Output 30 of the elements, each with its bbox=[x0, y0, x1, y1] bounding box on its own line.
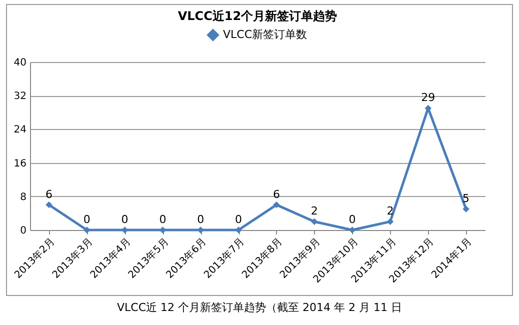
data-label: 0 bbox=[159, 213, 166, 226]
point bbox=[348, 226, 356, 234]
y-tick-label: 40 bbox=[14, 58, 26, 68]
point bbox=[235, 226, 242, 234]
data-label: 0 bbox=[121, 213, 128, 226]
chart-title: VLCC近12个月新签订单趋势 bbox=[178, 9, 338, 23]
data-label: 2 bbox=[386, 204, 394, 218]
point bbox=[462, 206, 470, 212]
data-label: 0 bbox=[83, 213, 90, 226]
y-tick-label: 24 bbox=[14, 124, 26, 136]
data-label: 0 bbox=[348, 213, 356, 226]
data-label: 2 bbox=[310, 204, 318, 218]
y-tick-label: 8 bbox=[20, 192, 26, 203]
point bbox=[311, 218, 318, 225]
data-label: 29 bbox=[421, 91, 436, 104]
point bbox=[386, 218, 394, 225]
legend-label: VLCC新签订单数 bbox=[223, 28, 308, 41]
data-label: 0 bbox=[197, 213, 204, 226]
point bbox=[84, 226, 90, 234]
data-label: 6 bbox=[272, 188, 280, 201]
data-label: 0 bbox=[235, 213, 242, 226]
y-tick-label: 16 bbox=[14, 158, 26, 170]
y-tick-label: 0 bbox=[20, 226, 26, 236]
data-label: 5 bbox=[462, 192, 470, 205]
point bbox=[46, 201, 52, 208]
point bbox=[273, 201, 280, 208]
point bbox=[197, 226, 204, 234]
text: VLCC近 12 个月新签订单趋势（截至 2014 年 2 月 11 日 bbox=[116, 300, 403, 315]
y-tick-label: 32 bbox=[14, 91, 26, 102]
data-label: 6 bbox=[45, 188, 52, 201]
